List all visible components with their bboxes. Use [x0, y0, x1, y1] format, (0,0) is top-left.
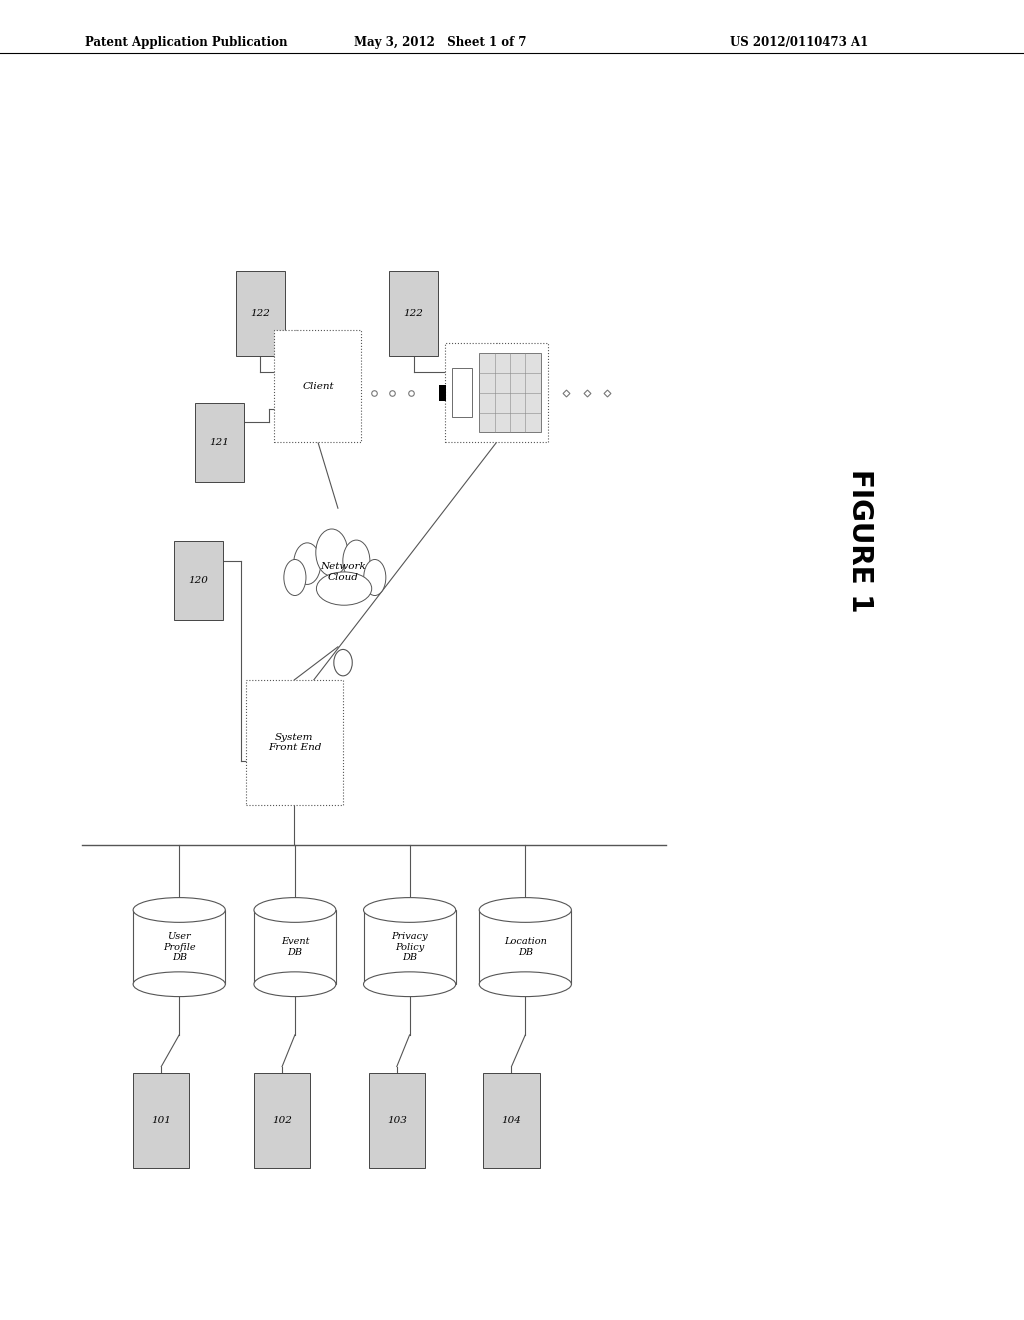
Bar — [439, 385, 446, 401]
Ellipse shape — [284, 560, 306, 595]
Text: FIGURE 1: FIGURE 1 — [846, 470, 874, 612]
Text: May 3, 2012   Sheet 1 of 7: May 3, 2012 Sheet 1 of 7 — [354, 36, 526, 49]
Ellipse shape — [479, 898, 571, 923]
Bar — [133, 909, 225, 985]
Text: Client: Client — [302, 381, 334, 391]
Ellipse shape — [334, 649, 352, 676]
Text: System
Front End: System Front End — [267, 733, 322, 752]
Text: 103: 103 — [387, 1117, 407, 1125]
Ellipse shape — [133, 898, 225, 923]
Ellipse shape — [364, 972, 456, 997]
Text: 121: 121 — [209, 438, 229, 446]
Bar — [195, 403, 244, 482]
Ellipse shape — [133, 972, 225, 997]
Text: US 2012/0110473 A1: US 2012/0110473 A1 — [729, 36, 868, 49]
Bar — [479, 909, 571, 985]
Text: 101: 101 — [152, 1117, 171, 1125]
Bar — [389, 271, 438, 356]
Ellipse shape — [254, 972, 336, 997]
Ellipse shape — [343, 540, 370, 582]
Bar — [364, 909, 456, 985]
Ellipse shape — [364, 898, 456, 923]
Text: 122: 122 — [250, 309, 270, 318]
Text: Event
DB: Event DB — [281, 937, 309, 957]
Bar — [274, 330, 361, 442]
Ellipse shape — [479, 972, 571, 997]
Bar — [133, 1073, 189, 1168]
Bar — [369, 1073, 425, 1168]
Ellipse shape — [315, 529, 348, 576]
Text: 122: 122 — [403, 309, 424, 318]
Text: 120: 120 — [188, 577, 209, 585]
Text: Location
DB: Location DB — [504, 937, 547, 957]
Bar — [254, 1073, 310, 1168]
Text: 102: 102 — [272, 1117, 292, 1125]
Text: Privacy
Policy
DB: Privacy Policy DB — [391, 932, 428, 962]
Bar — [246, 680, 343, 805]
Text: User
Profile
DB: User Profile DB — [163, 932, 196, 962]
Bar — [236, 271, 285, 356]
Bar — [452, 368, 472, 417]
Ellipse shape — [316, 572, 372, 605]
Bar — [479, 354, 541, 433]
Bar — [483, 1073, 540, 1168]
Bar — [254, 909, 336, 985]
Bar — [174, 541, 223, 620]
Text: Network
Cloud: Network Cloud — [319, 562, 366, 582]
Text: Patent Application Publication: Patent Application Publication — [85, 36, 288, 49]
Ellipse shape — [294, 543, 321, 585]
Bar — [445, 343, 548, 442]
Text: 104: 104 — [502, 1117, 521, 1125]
Ellipse shape — [254, 898, 336, 923]
Ellipse shape — [364, 560, 386, 595]
